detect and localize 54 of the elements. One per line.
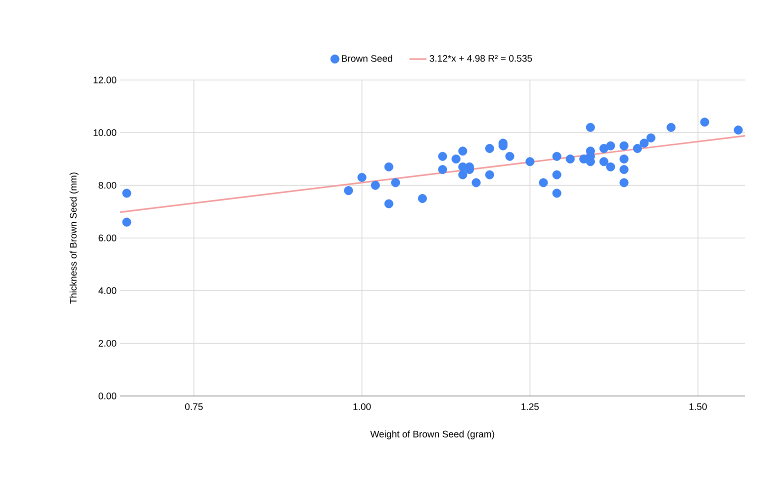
point	[418, 194, 427, 203]
point	[599, 157, 608, 166]
point	[344, 186, 353, 196]
point	[485, 144, 494, 153]
point	[552, 188, 562, 198]
point	[620, 154, 629, 164]
point	[620, 165, 629, 174]
point	[370, 180, 380, 190]
y-tick-label: 10.00	[94, 129, 116, 136]
point	[505, 152, 514, 161]
x-tick-label: 1.25	[521, 403, 539, 410]
y-tick-label: 12.00	[94, 76, 116, 84]
point	[734, 126, 743, 135]
point	[620, 141, 629, 150]
point	[538, 178, 548, 188]
legend-label: 3.12*x + 4.98 R² = 0.535	[430, 55, 532, 62]
point	[438, 152, 448, 161]
point	[525, 157, 534, 166]
y-tick-label: 0.00	[98, 392, 116, 400]
legend-label: Brown Seed	[342, 54, 392, 62]
point	[606, 162, 616, 172]
point	[458, 170, 468, 180]
point	[357, 172, 366, 182]
point	[438, 165, 448, 174]
point	[606, 141, 616, 150]
point	[485, 170, 494, 180]
point	[552, 170, 562, 180]
point	[391, 178, 400, 188]
point	[452, 154, 461, 164]
y-tick-label: 8.00	[98, 182, 116, 189]
x-tick-label: 0.75	[185, 403, 203, 410]
x-tick-label: 1.00	[353, 403, 371, 410]
point	[122, 218, 132, 227]
point	[640, 138, 649, 148]
point	[666, 122, 676, 132]
y-axis-title: Thickness of Brown Seed (mm)	[70, 172, 78, 304]
x-axis-title: Weight of Brown Seed (gram)	[370, 430, 494, 440]
point	[599, 144, 608, 153]
point	[384, 199, 394, 208]
point	[620, 178, 629, 188]
y-tick-label: 6.00	[98, 234, 116, 242]
point	[472, 178, 481, 188]
point	[700, 118, 710, 127]
point	[566, 154, 575, 164]
y-tick-label: 2.00	[98, 340, 116, 347]
point	[552, 152, 562, 161]
y-tick-label: 4.00	[98, 287, 116, 294]
point	[586, 122, 595, 132]
point	[632, 144, 642, 153]
point	[646, 133, 656, 142]
point	[384, 162, 394, 172]
x-tick-label: 1.50	[689, 403, 707, 410]
point	[458, 146, 468, 156]
point	[122, 188, 132, 198]
